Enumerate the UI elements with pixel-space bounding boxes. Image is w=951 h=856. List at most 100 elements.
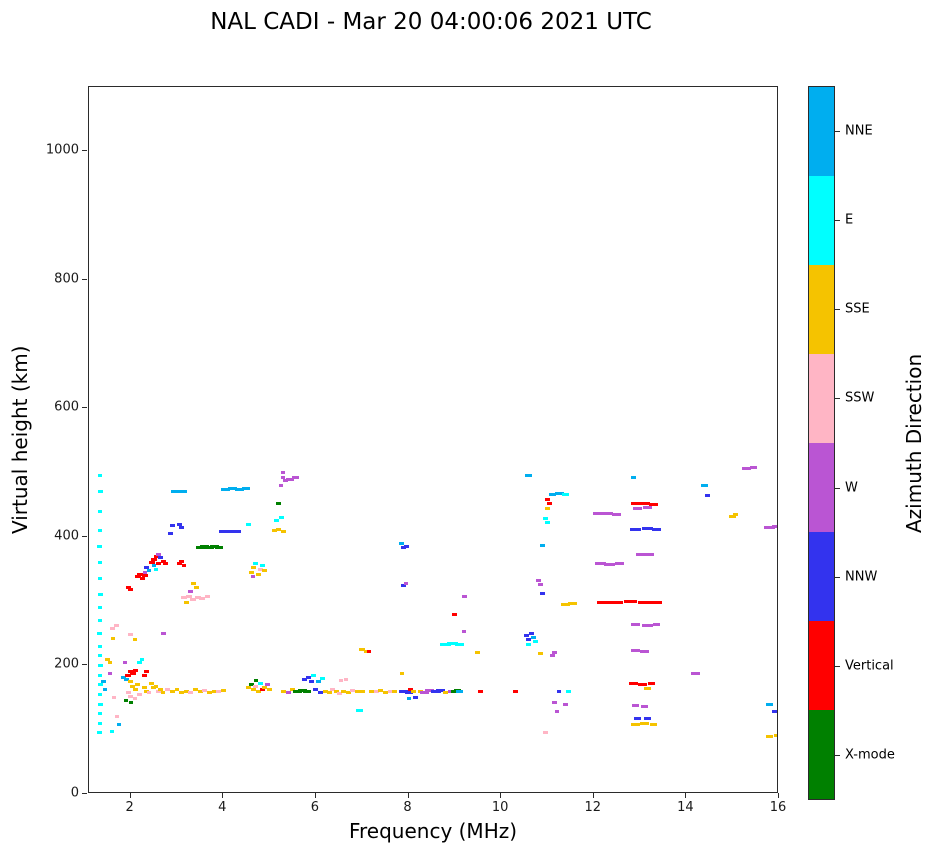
data-point — [297, 689, 307, 693]
data-point — [180, 596, 187, 600]
data-point — [267, 688, 273, 692]
data-point — [547, 501, 553, 505]
data-point — [630, 501, 640, 505]
data-point — [455, 689, 463, 693]
data-point — [206, 690, 212, 694]
legend-title: Azimuth Direction — [902, 353, 926, 533]
data-point — [424, 689, 434, 693]
y-tick-label: 1000 — [45, 142, 79, 158]
data-point — [228, 487, 238, 491]
data-point — [197, 690, 203, 694]
x-tick-label: 10 — [491, 800, 509, 815]
data-point — [193, 688, 198, 692]
data-point — [142, 686, 148, 690]
data-point — [97, 509, 102, 513]
data-point — [630, 723, 640, 727]
legend-label-x-mode: X-mode — [845, 747, 895, 763]
data-point — [286, 477, 295, 481]
data-point — [97, 692, 102, 696]
data-point — [128, 694, 134, 698]
data-point — [410, 689, 416, 693]
data-point — [387, 689, 393, 693]
data-point — [105, 657, 111, 661]
data-point — [280, 476, 285, 480]
legend-tick — [835, 755, 840, 757]
data-point — [311, 673, 317, 677]
data-point — [134, 575, 141, 579]
data-point — [216, 690, 222, 694]
data-point — [97, 673, 102, 677]
data-point — [260, 564, 266, 568]
data-point — [221, 487, 231, 491]
x-tick-label: 16 — [769, 800, 787, 815]
data-point — [412, 696, 418, 700]
data-point — [280, 530, 286, 534]
data-point — [97, 490, 103, 494]
x-tick-label: 4 — [218, 800, 227, 815]
data-point — [595, 562, 607, 566]
data-point — [404, 690, 413, 694]
data-point — [169, 523, 175, 527]
data-point — [392, 690, 398, 694]
data-point — [199, 597, 206, 601]
data-point — [637, 682, 647, 686]
legend-tick — [835, 130, 840, 132]
data-point — [642, 506, 652, 510]
data-point — [248, 570, 254, 574]
data-point — [154, 567, 159, 571]
legend-label-vertical: Vertical — [845, 658, 894, 674]
data-point — [540, 544, 546, 548]
data-point — [250, 688, 256, 692]
data-point — [649, 502, 659, 506]
data-point — [226, 529, 235, 533]
x-tick — [685, 793, 687, 798]
legend-tick — [835, 487, 840, 489]
data-point — [155, 562, 161, 566]
data-point — [650, 600, 662, 604]
data-point — [612, 512, 622, 516]
data-point — [242, 487, 251, 491]
data-point — [98, 644, 103, 648]
data-point — [141, 573, 148, 577]
data-point — [276, 501, 282, 505]
data-point — [185, 594, 192, 598]
data-point — [367, 649, 372, 653]
data-point — [111, 636, 116, 640]
data-point — [194, 595, 201, 599]
data-point — [306, 675, 312, 679]
data-point — [183, 689, 189, 693]
data-point — [315, 680, 321, 684]
data-point — [525, 474, 533, 478]
data-point — [350, 689, 356, 693]
legend-label-w: W — [845, 480, 858, 496]
data-point — [462, 629, 467, 633]
data-point — [563, 703, 569, 707]
y-tick — [82, 278, 87, 280]
data-point — [142, 673, 148, 677]
colorbar-segment-vertical — [809, 621, 834, 710]
x-tick — [778, 793, 779, 798]
data-point — [596, 600, 610, 604]
x-axis-label: Frequency (MHz) — [348, 819, 518, 843]
data-point — [526, 638, 532, 642]
data-point — [561, 602, 571, 606]
data-point — [630, 476, 636, 480]
data-point — [399, 671, 404, 675]
data-point — [151, 686, 157, 690]
data-point — [544, 507, 550, 511]
data-point — [344, 678, 348, 682]
data-point — [211, 689, 217, 693]
y-tick-label: 800 — [54, 271, 79, 287]
data-point — [97, 593, 103, 597]
data-point — [641, 705, 649, 709]
data-point — [431, 689, 442, 693]
data-point — [260, 687, 266, 691]
data-point — [436, 689, 446, 693]
data-point — [183, 600, 189, 604]
data-point — [452, 612, 458, 616]
data-point — [167, 532, 173, 536]
data-point — [98, 561, 103, 565]
data-point — [154, 684, 159, 688]
data-point — [327, 690, 333, 694]
data-point — [149, 681, 155, 685]
